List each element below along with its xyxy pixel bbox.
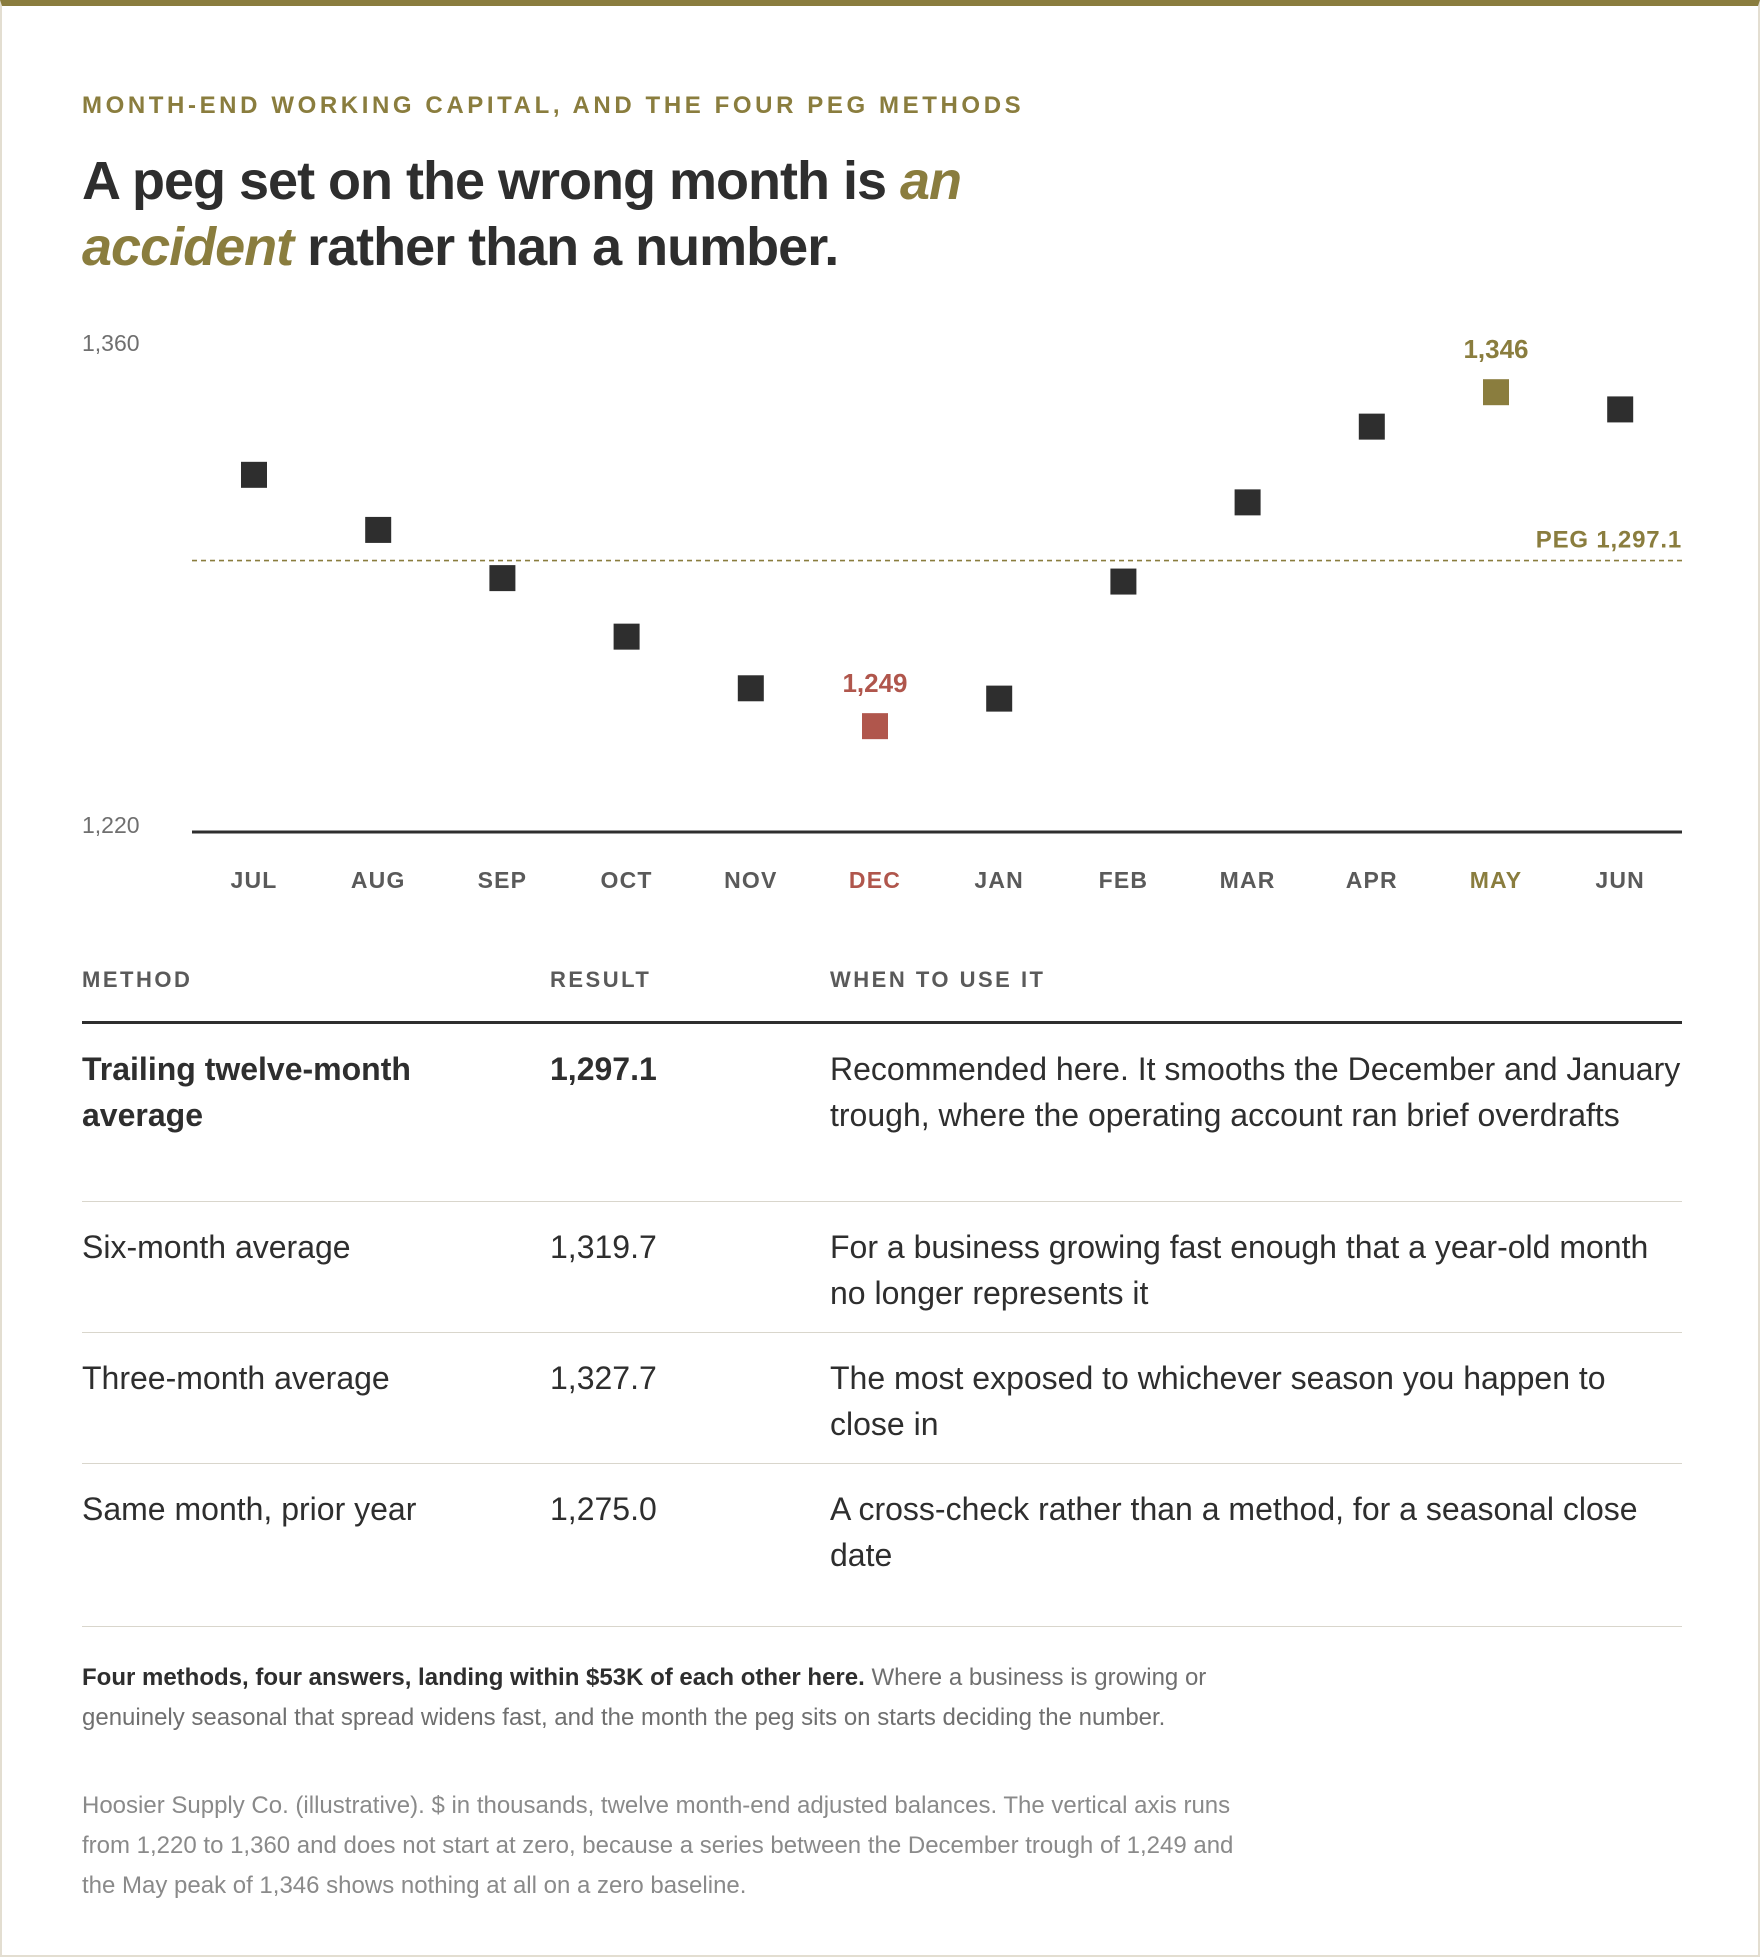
data-point-sep — [489, 565, 516, 592]
y-axis-max-label: 1,360 — [82, 330, 140, 356]
scatter-chart: PEG 1,297.1 JUL AUG SEP OCT NOV 1,249 DEC JAN FEB… — [192, 334, 1682, 893]
row-when: A cross-check rather than a method, for … — [830, 1491, 1638, 1573]
data-point-nov — [737, 675, 764, 702]
headline-part-1: A peg set on the wrong month is — [82, 151, 900, 211]
row-method: Six-month average — [82, 1229, 351, 1265]
row-when: The most exposed to whichever season you… — [830, 1360, 1606, 1442]
row-method: Three-month average — [82, 1360, 390, 1396]
data-point-jan — [986, 685, 1013, 712]
x-tick-label-nov: NOV — [724, 867, 777, 893]
table-row-trailing-twelve: Trailing twelve-month average 1,297.1 Re… — [82, 1024, 1682, 1202]
data-point-feb — [1110, 568, 1137, 595]
x-tick-label-jul: JUL — [230, 867, 277, 893]
table-row-six-month: Six-month average 1,319.7 For a business… — [82, 1202, 1682, 1333]
header-result: RESULT — [550, 967, 652, 992]
headline: A peg set on the wrong month is an accid… — [82, 148, 962, 280]
peg-reference-label: PEG 1,297.1 — [1536, 527, 1682, 554]
data-point-aug — [365, 516, 392, 543]
footnote-divider — [82, 1626, 1682, 1627]
x-tick-label-apr: APR — [1346, 867, 1398, 893]
header-when: WHEN TO USE IT — [830, 967, 1046, 992]
data-point-may — [1483, 379, 1509, 406]
x-tick-label-jan: JAN — [974, 867, 1024, 893]
headline-emphasis: an accident — [82, 151, 962, 277]
row-result: 1,275.0 — [550, 1491, 657, 1527]
x-tick-label-aug: AUG — [351, 867, 406, 893]
x-tick-label-mar: MAR — [1220, 867, 1276, 893]
data-point-jul — [241, 461, 267, 488]
x-tick-label-dec: DEC — [849, 867, 901, 893]
footnote: Four methods, four answers, landing with… — [82, 1658, 1242, 1738]
data-point-oct — [613, 623, 640, 650]
table-row-same-month: Same month, prior year 1,275.0 A cross-c… — [82, 1464, 1682, 1594]
x-tick-label-may: MAY — [1470, 867, 1523, 893]
y-axis-min-label: 1,220 — [82, 812, 140, 838]
x-tick-label-oct: OCT — [601, 867, 653, 893]
x-tick-label-sep: SEP — [478, 867, 528, 893]
row-result: 1,327.7 — [550, 1360, 657, 1396]
row-when: Recommended here. It smooths the Decembe… — [830, 1051, 1681, 1133]
row-when: For a business growing fast enough that … — [830, 1229, 1649, 1311]
data-point-mar — [1234, 489, 1261, 516]
table-header: METHOD RESULT WHEN TO USE IT — [82, 961, 1682, 1024]
footnote-lead: Four methods, four answers, landing with… — [82, 1664, 865, 1691]
row-method: Same month, prior year — [82, 1491, 417, 1527]
data-point-apr — [1358, 413, 1385, 440]
data-label-dec: 1,249 — [842, 668, 907, 698]
headline-part-2: rather than a number. — [293, 217, 839, 277]
row-result: 1,319.7 — [550, 1229, 657, 1265]
data-point-dec — [862, 713, 888, 740]
table-row-three-month: Three-month average 1,327.7 The most exp… — [82, 1333, 1682, 1464]
data-point-jun — [1607, 396, 1634, 423]
footnote-body: Where a business is growing or genuinely… — [82, 1664, 1207, 1731]
kicker: MONTH-END WORKING CAPITAL, AND THE FOUR … — [82, 92, 1025, 119]
data-label-may: 1,346 — [1463, 334, 1528, 364]
x-tick-label-feb: FEB — [1099, 867, 1149, 893]
header-method: METHOD — [82, 967, 193, 992]
row-method: Trailing twelve-month average — [82, 1051, 411, 1133]
x-tick-label-jun: JUN — [1595, 867, 1645, 893]
methods-table: METHOD RESULT WHEN TO USE IT Trailing tw… — [82, 961, 1682, 1594]
row-result: 1,297.1 — [550, 1051, 657, 1087]
source-note: Hoosier Supply Co. (illustrative). $ in … — [82, 1792, 1234, 1899]
